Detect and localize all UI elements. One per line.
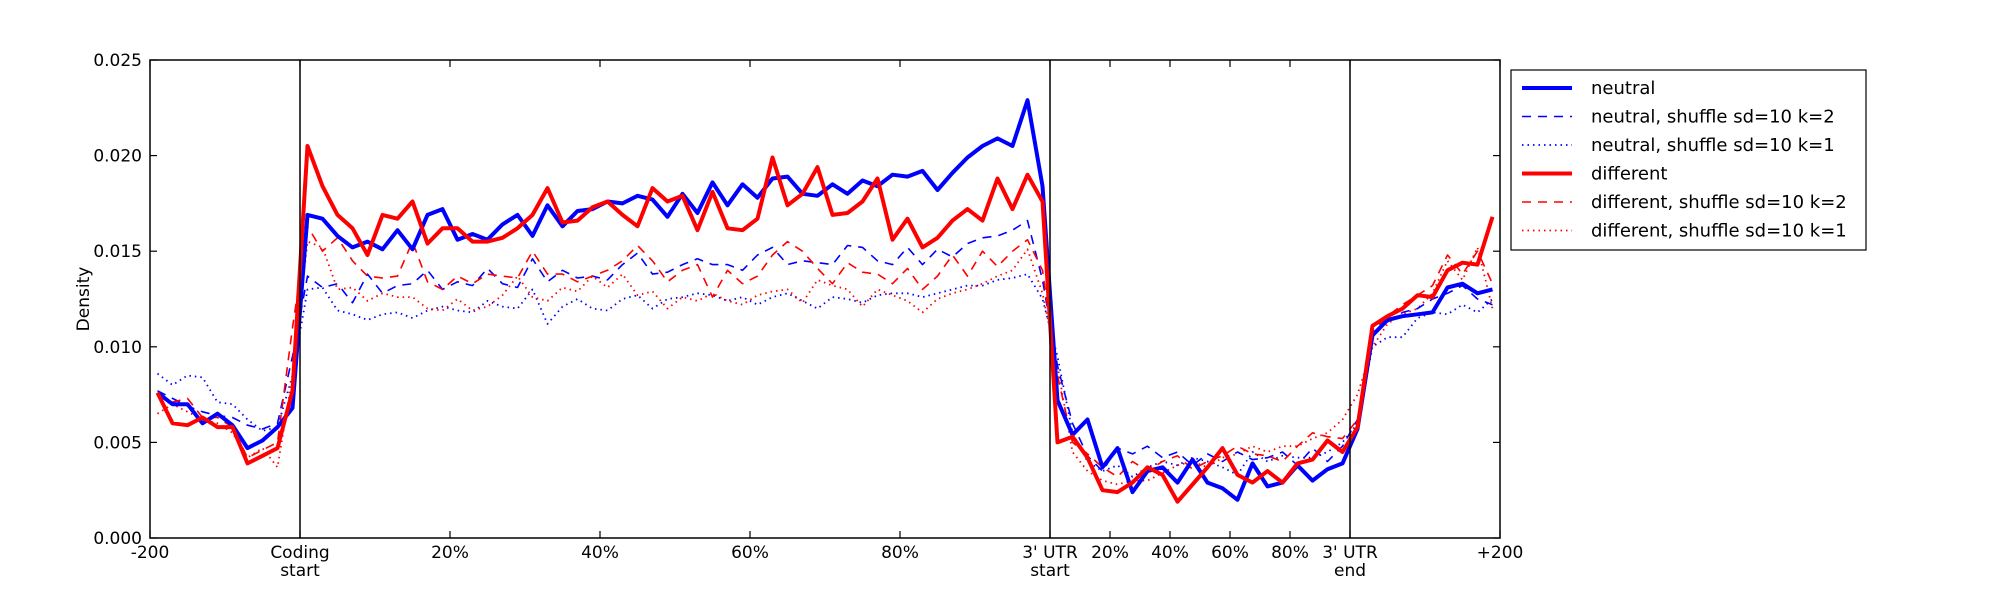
y-tick-label: 0.015 [93, 242, 142, 262]
x-tick-label: 20% [431, 543, 469, 563]
x-tick-label: Coding [270, 543, 329, 563]
legend-label: neutral, shuffle sd=10 k=2 [1591, 107, 1835, 128]
x-tick-label: 3' UTR [1322, 543, 1378, 563]
x-tick-label: 80% [881, 543, 919, 563]
series-line-3 [155, 144, 1495, 504]
series-line-4 [157, 225, 1494, 478]
legend-label: different, shuffle sd=10 k=2 [1591, 192, 1847, 213]
legend-box [1510, 69, 1867, 251]
y-axis: 0.000 0.005 0.010 0.015 0.020 0.025 [93, 51, 1500, 549]
x-tick-label: 60% [731, 543, 769, 563]
x-tick-label: 40% [1151, 543, 1189, 563]
x-tick-label: -200 [131, 543, 170, 563]
legend-label: neutral, shuffle sd=10 k=1 [1591, 135, 1835, 156]
legend: neutral neutral, shuffle sd=10 k=2 neutral… [1510, 69, 1867, 251]
series-lines [155, 98, 1495, 504]
x-tick-label: 40% [581, 543, 619, 563]
y-tick-label: 0.005 [93, 433, 142, 453]
series-line-5 [157, 240, 1494, 486]
legend-label: different, shuffle sd=10 k=1 [1591, 221, 1847, 242]
x-tick-label: 3' UTR [1022, 543, 1078, 563]
x-tick-label: +200 [1477, 543, 1524, 563]
x-tick-label: 60% [1211, 543, 1249, 563]
legend-label: neutral [1591, 78, 1655, 99]
y-tick-label: 0.000 [93, 529, 142, 549]
x-tick-label: start [1030, 561, 1070, 581]
series-line-1 [157, 219, 1493, 472]
series-line-2 [156, 273, 1494, 478]
x-tick-label: 20% [1091, 543, 1129, 563]
y-tick-label: 0.010 [93, 338, 142, 358]
y-axis-label: Density [74, 267, 94, 332]
x-tick-label: 80% [1271, 543, 1309, 563]
y-tick-label: 0.025 [93, 51, 142, 71]
series-line-0 [156, 98, 1494, 502]
x-tick-label: start [280, 561, 320, 581]
x-tick-label: end [1334, 561, 1366, 581]
legend-label: different [1591, 164, 1667, 185]
region-boundaries [299, 60, 1351, 538]
y-tick-label: 0.020 [93, 147, 142, 167]
plot-frame [149, 59, 1501, 539]
